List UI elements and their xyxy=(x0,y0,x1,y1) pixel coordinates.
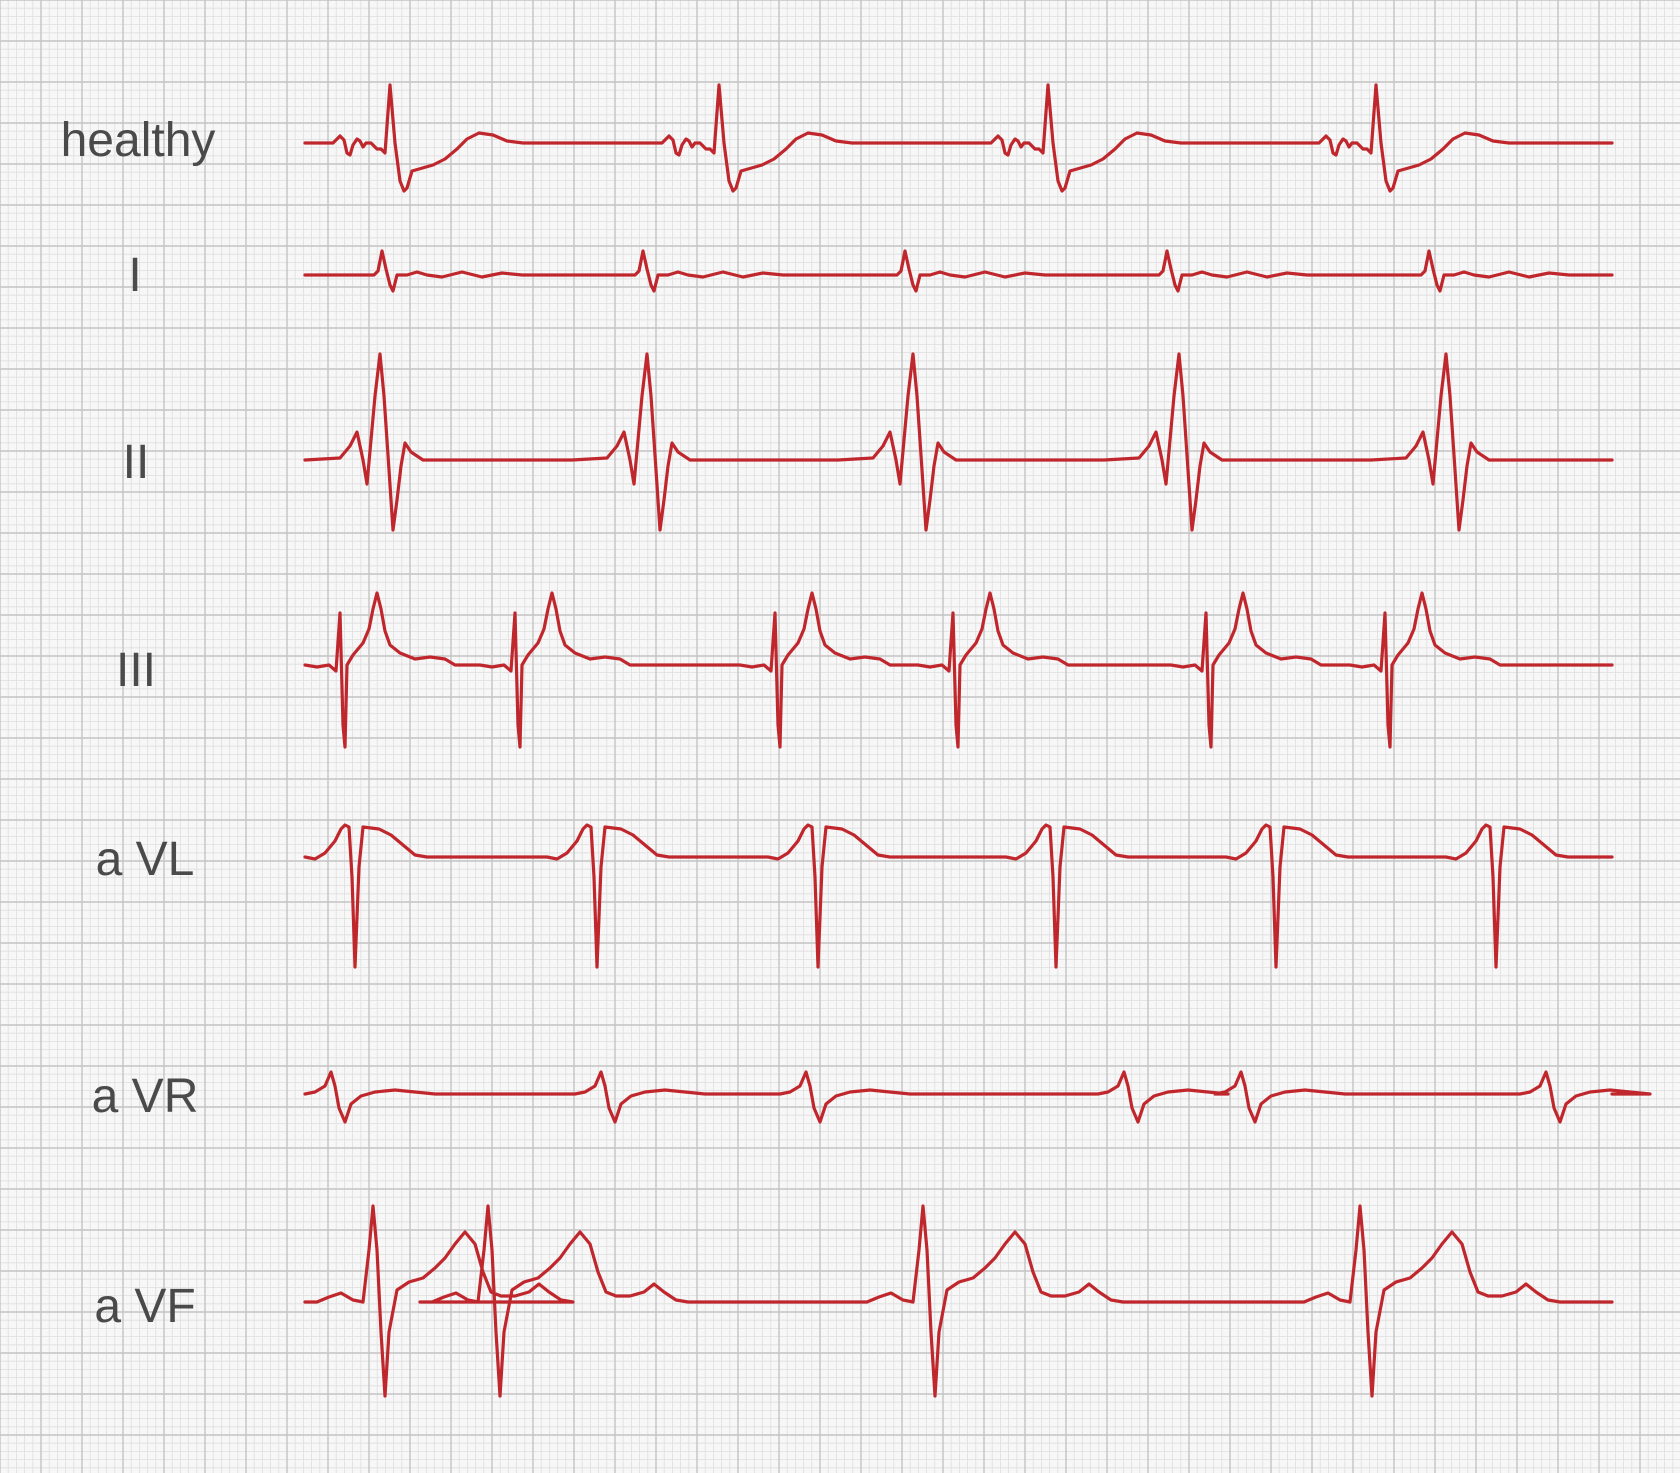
trace-healthy xyxy=(303,83,1614,193)
lead-label-II: II xyxy=(123,436,150,489)
lead-label-healthy: healthy xyxy=(61,114,216,167)
trace-I xyxy=(303,249,1614,293)
trace-aVL xyxy=(303,823,1614,969)
lead-label-III: III xyxy=(116,644,156,697)
trace-aVF xyxy=(303,1204,1614,1398)
lead-label-I: I xyxy=(128,249,141,302)
ecg-traces xyxy=(303,83,1652,1398)
trace-III xyxy=(303,591,1614,749)
lead-label-aVF: a VF xyxy=(94,1280,195,1333)
lead-label-aVL: a VL xyxy=(96,833,195,886)
trace-aVR xyxy=(303,1070,1652,1124)
lead-label-aVR: a VR xyxy=(92,1070,199,1123)
trace-II xyxy=(303,352,1614,532)
